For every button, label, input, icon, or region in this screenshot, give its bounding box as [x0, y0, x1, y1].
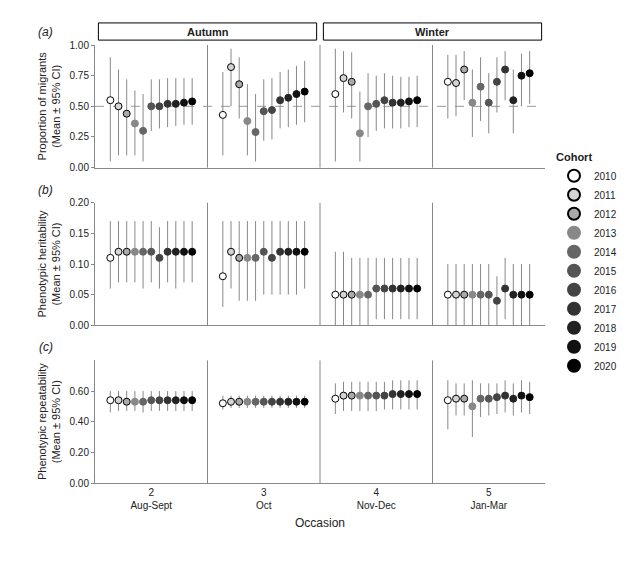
svg-text:Autumn: Autumn	[187, 26, 229, 38]
svg-text:Occasion: Occasion	[295, 516, 345, 530]
svg-text:0.50: 0.50	[70, 101, 90, 112]
svg-text:0.20: 0.20	[70, 447, 90, 458]
svg-text:(c): (c)	[39, 340, 53, 354]
svg-text:(a): (a)	[38, 25, 53, 39]
svg-text:0.00: 0.00	[70, 320, 90, 331]
svg-text:2014: 2014	[594, 247, 617, 258]
svg-text:0.40: 0.40	[70, 416, 90, 427]
svg-text:0.25: 0.25	[70, 131, 90, 142]
svg-text:3Oct: 3Oct	[256, 487, 272, 511]
svg-text:0.60: 0.60	[70, 386, 90, 397]
svg-text:2016: 2016	[594, 285, 617, 296]
svg-text:0.00: 0.00	[70, 162, 90, 173]
svg-text:(b): (b)	[38, 183, 53, 197]
svg-text:0.75: 0.75	[70, 70, 90, 81]
svg-text:0.05: 0.05	[70, 289, 90, 300]
svg-text:1.00: 1.00	[70, 40, 90, 51]
svg-text:0.10: 0.10	[70, 259, 90, 270]
svg-text:2017: 2017	[594, 304, 617, 315]
svg-text:2013: 2013	[594, 228, 617, 239]
svg-text:2018: 2018	[594, 323, 617, 334]
svg-text:Phenotypic heritability(Mean ±: Phenotypic heritability(Mean ± 95% CI)	[36, 210, 62, 318]
svg-text:2011: 2011	[594, 190, 616, 201]
svg-text:2010: 2010	[594, 171, 617, 182]
svg-text:5Jan-Mar: 5Jan-Mar	[470, 487, 507, 511]
svg-text:2012: 2012	[594, 209, 617, 220]
svg-text:Cohort: Cohort	[556, 151, 592, 163]
svg-text:2Aug-Sept: 2Aug-Sept	[130, 487, 172, 511]
svg-text:Proportion of migrants(Mean ±: Proportion of migrants(Mean ± 95% CI)	[36, 52, 62, 161]
svg-text:0.20: 0.20	[70, 197, 90, 208]
svg-text:Phenotypic repeatability(Mean: Phenotypic repeatability(Mean ± 95% CI)	[36, 363, 62, 480]
svg-text:Winter: Winter	[415, 26, 450, 38]
svg-text:0.00: 0.00	[70, 478, 90, 489]
svg-text:2020: 2020	[594, 361, 617, 372]
svg-text:2019: 2019	[594, 342, 617, 353]
svg-text:4Nov-Dec: 4Nov-Dec	[357, 487, 396, 511]
svg-text:2015: 2015	[594, 266, 617, 277]
svg-text:0.15: 0.15	[70, 228, 90, 239]
